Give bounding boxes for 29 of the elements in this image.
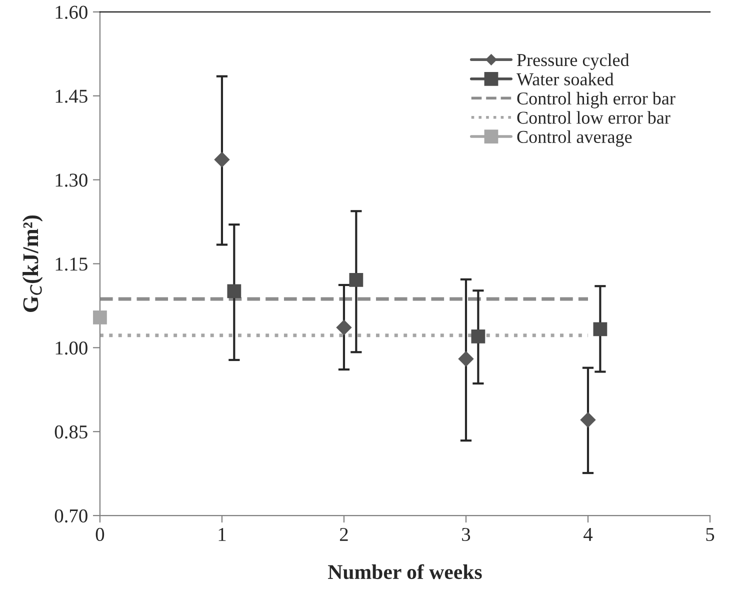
y-tick-label: 1.45 xyxy=(56,90,88,103)
x-tick-label: 4 xyxy=(584,528,593,541)
legend-label: Pressure cycled xyxy=(517,53,630,70)
y-tick-label: 0.85 xyxy=(54,425,88,439)
point xyxy=(227,284,242,298)
y-tick-label: 1.00 xyxy=(56,341,88,355)
legend-label: Water soaked xyxy=(516,72,614,86)
legend-label: Control high error bar xyxy=(517,92,676,108)
y-axis-title: G$_{C}$(kJ/m²) xyxy=(22,215,43,312)
point xyxy=(214,152,230,168)
point xyxy=(471,330,486,344)
point xyxy=(593,322,608,336)
legend-label: Control low error bar xyxy=(517,111,670,124)
x-axis-title: Number of weeks xyxy=(328,564,482,580)
x-tick-label: 1 xyxy=(218,528,226,541)
x-tick-label: 3 xyxy=(462,528,470,542)
legend-label: Control average xyxy=(517,130,632,147)
x-tick-label: 0 xyxy=(96,528,104,542)
point xyxy=(349,273,364,287)
x-tick-label: 2 xyxy=(340,528,348,541)
point xyxy=(336,320,352,336)
y-tick-label: 1.60 xyxy=(56,6,88,19)
point xyxy=(458,351,474,366)
y-tick-label: 0.70 xyxy=(54,509,88,523)
point xyxy=(93,310,107,324)
x-tick-label: 5 xyxy=(706,528,714,542)
y-tick-label: 1.30 xyxy=(56,174,88,187)
point xyxy=(580,412,596,428)
y-tick-label: 1.15 xyxy=(56,258,88,271)
